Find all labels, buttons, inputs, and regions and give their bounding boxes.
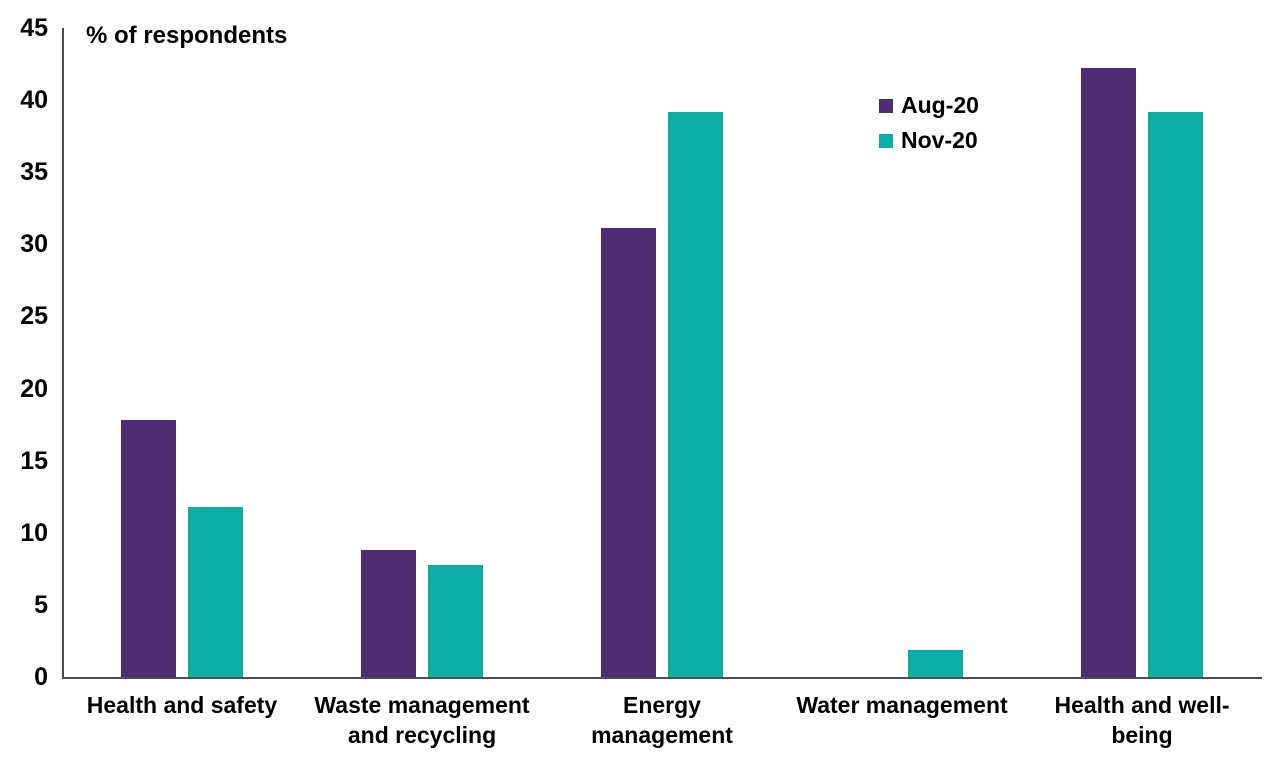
category-label: Energy management xyxy=(591,692,733,748)
bar-nov-20-2 xyxy=(428,564,483,677)
y-tick-label: 15 xyxy=(20,446,48,475)
category-label: Health and well- being xyxy=(1054,692,1230,748)
bar-nov-20-3 xyxy=(668,111,723,677)
y-tick-label: 45 xyxy=(20,14,48,42)
y-tick-label: 10 xyxy=(20,518,48,547)
bar-nov-20-4 xyxy=(908,649,963,677)
legend: Aug-20 Nov-20 xyxy=(879,88,979,158)
y-tick-label: 0 xyxy=(34,663,48,691)
y-axis-title: % of respondents xyxy=(86,22,288,49)
bar-nov-20-1 xyxy=(188,506,243,677)
y-axis-line xyxy=(62,28,64,679)
y-tick-label: 35 xyxy=(20,158,48,187)
legend-item-nov-20: Nov-20 xyxy=(879,123,979,158)
bar-aug-20-5 xyxy=(1081,68,1136,677)
x-axis-line xyxy=(62,677,1262,679)
y-tick-label: 5 xyxy=(34,590,48,619)
category-label: Waste management and recycling xyxy=(314,692,530,748)
bar-aug-20-3 xyxy=(601,228,656,677)
y-tick-label: 25 xyxy=(20,302,48,331)
bar-aug-20-2 xyxy=(361,550,416,677)
legend-label-nov-20: Nov-20 xyxy=(901,127,978,153)
legend-swatch-aug-20 xyxy=(879,98,893,113)
y-tick-label: 30 xyxy=(20,230,48,259)
legend-label-aug-20: Aug-20 xyxy=(901,92,979,118)
category-label: Water management xyxy=(796,692,1008,718)
y-tick-label: 20 xyxy=(20,374,48,403)
legend-item-aug-20: Aug-20 xyxy=(879,88,979,123)
y-tick-label: 40 xyxy=(20,86,48,115)
legend-swatch-nov-20 xyxy=(879,133,893,148)
bar-aug-20-1 xyxy=(121,420,176,677)
plot-area xyxy=(62,28,1262,677)
bar-nov-20-5 xyxy=(1148,111,1203,677)
category-label: Health and safety xyxy=(86,692,278,718)
